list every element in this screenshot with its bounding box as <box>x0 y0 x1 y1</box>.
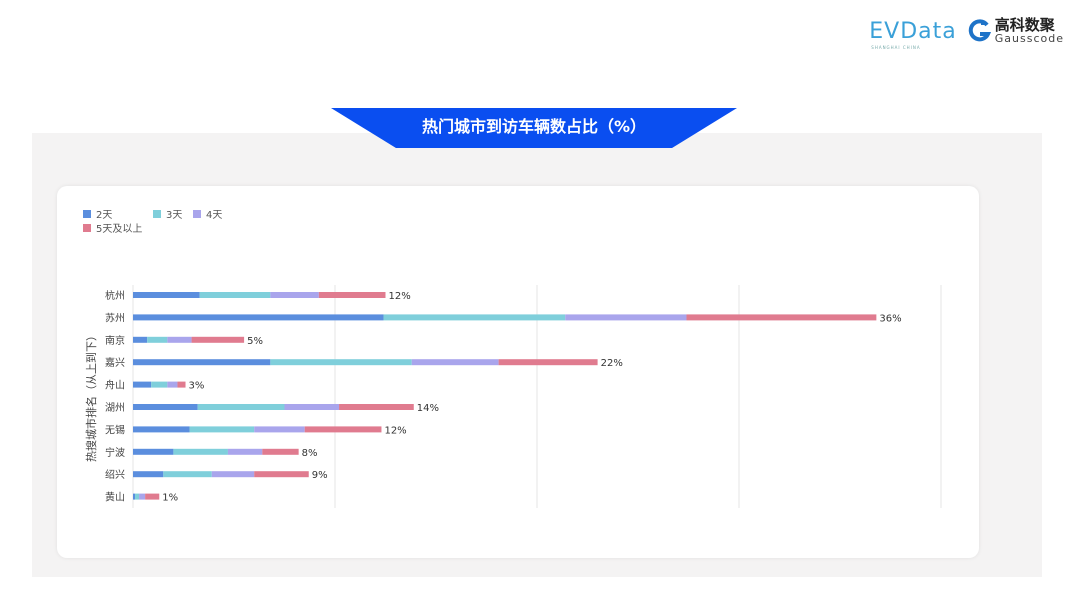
legend-swatch <box>83 209 91 218</box>
category-label: 湖州 <box>105 402 125 414</box>
legend-swatch <box>153 209 161 218</box>
legend-swatch <box>83 223 91 232</box>
legend-item[interactable]: 3天 <box>153 206 182 221</box>
bar-segment-2 <box>167 381 178 388</box>
legend-swatch <box>193 209 201 218</box>
gausscode-logo: 高科数聚 Gausscode <box>967 18 1064 44</box>
bar-segment-0 <box>133 448 174 455</box>
legend-item[interactable]: 5天及以上 <box>83 220 142 235</box>
bar-segment-0 <box>133 292 200 298</box>
bar-segment-3 <box>177 381 186 388</box>
category-label: 嘉兴 <box>105 356 125 369</box>
bar-segment-1 <box>270 359 412 366</box>
bar-segment-0 <box>133 359 271 366</box>
bar-segment-3 <box>254 471 309 478</box>
legend-label: 5天及以上 <box>96 224 143 235</box>
bar-segment-2 <box>211 471 255 478</box>
legend-label: 3天 <box>166 210 183 221</box>
bar-segment-2 <box>139 493 146 500</box>
bar-segment-0 <box>133 314 384 321</box>
bar-segment-3 <box>686 314 877 321</box>
category-label: 黄山 <box>105 491 125 504</box>
chart-title-banner: 热门城市到访车辆数占比（%） <box>331 108 737 148</box>
bar-segment-0 <box>133 493 136 500</box>
category-label: 舟山 <box>105 379 125 392</box>
bar-segment-1 <box>197 404 285 410</box>
y-axis-label: 热搜城市排名（从上到下） <box>84 330 98 462</box>
total-label: 5% <box>247 336 263 347</box>
logos: EVData SHANGHAI CHINA 高科数聚 Gausscode <box>869 18 1064 50</box>
bar-segment-2 <box>254 426 305 433</box>
bar-segment-2 <box>167 336 192 343</box>
category-label: 无锡 <box>105 423 125 436</box>
bar-segment-1 <box>147 336 168 343</box>
gausscode-icon <box>968 19 991 42</box>
legend-item[interactable]: 2天 <box>83 206 112 221</box>
bar-segment-1 <box>135 493 140 500</box>
legend-item[interactable]: 4天 <box>193 206 222 221</box>
category-label: 南京 <box>105 334 125 347</box>
bar-segment-2 <box>284 404 340 410</box>
bar-segment-1 <box>189 426 255 433</box>
total-label: 14% <box>417 403 439 414</box>
bar-segment-2 <box>270 292 319 298</box>
total-label: 3% <box>189 381 205 392</box>
evdata-logo-text: EVData <box>869 18 957 44</box>
bar-segment-0 <box>133 381 152 388</box>
gausscode-cn: 高科数聚 <box>994 16 1055 34</box>
evdata-logo: EVData SHANGHAI CHINA <box>869 18 957 50</box>
bar-segment-1 <box>163 471 212 478</box>
bar-segment-1 <box>383 314 566 321</box>
bar-segment-2 <box>565 314 687 321</box>
total-label: 9% <box>312 470 328 481</box>
bar-segment-1 <box>173 448 228 455</box>
bar-segment-3 <box>262 448 299 455</box>
category-label: 宁波 <box>105 446 125 459</box>
total-label: 12% <box>384 425 406 436</box>
legend-label: 2天 <box>96 210 113 221</box>
evdata-logo-sub: SHANGHAI CHINA <box>871 44 921 50</box>
total-label: 8% <box>302 448 318 459</box>
category-label: 绍兴 <box>105 468 125 481</box>
bar-segment-3 <box>339 404 414 410</box>
bar-segment-3 <box>498 359 598 366</box>
bar-segment-0 <box>133 404 198 410</box>
category-label: 苏州 <box>105 311 125 324</box>
bar-segment-3 <box>145 493 160 500</box>
bar-segment-0 <box>133 471 164 478</box>
gausscode-en: Gausscode <box>994 32 1064 45</box>
legend-label: 4天 <box>206 210 223 221</box>
total-label: 22% <box>601 358 623 369</box>
category-label: 杭州 <box>105 289 125 302</box>
bar-segment-3 <box>191 336 245 343</box>
bar-segment-2 <box>411 359 499 366</box>
total-label: 1% <box>162 493 178 504</box>
chart-card <box>57 186 979 558</box>
bar-segment-0 <box>133 426 190 433</box>
bar-segment-1 <box>199 292 271 298</box>
bar-segment-3 <box>318 292 386 298</box>
bar-segment-1 <box>151 381 168 388</box>
total-label: 36% <box>879 313 901 324</box>
bar-segment-2 <box>227 448 263 455</box>
bar-segment-3 <box>304 426 382 433</box>
bar-segment-0 <box>133 336 148 343</box>
total-label: 12% <box>389 291 411 302</box>
